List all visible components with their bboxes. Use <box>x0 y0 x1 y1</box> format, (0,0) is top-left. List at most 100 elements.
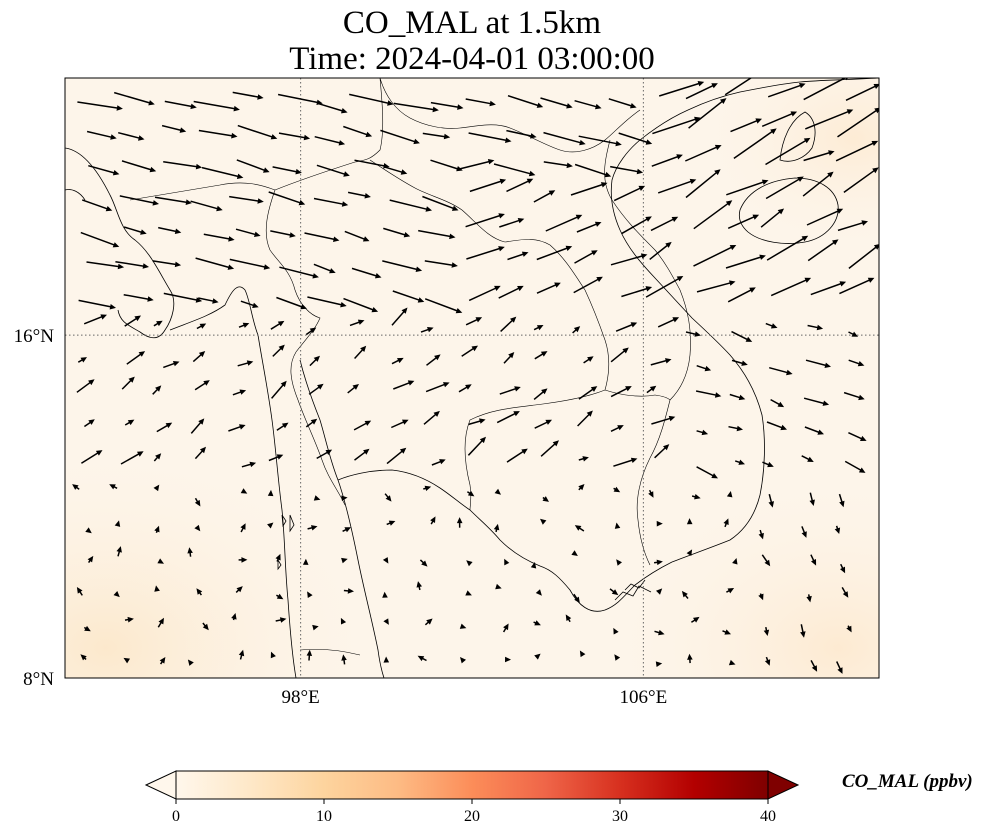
wind-arrow <box>417 655 427 662</box>
wind-arrow <box>304 232 340 242</box>
wind-arrow <box>276 296 307 310</box>
wind-vectors <box>72 78 879 674</box>
wind-arrow <box>466 560 473 567</box>
wind-arrow <box>157 558 164 564</box>
wind-arrow <box>610 386 632 398</box>
wind-arrow <box>460 657 466 664</box>
wind-arrow <box>495 583 502 590</box>
wind-arrow <box>393 102 439 113</box>
wind-arrow <box>616 559 622 566</box>
wind-arrow <box>383 618 389 625</box>
wind-arrow <box>316 449 333 460</box>
wind-arrow <box>574 163 612 178</box>
wind-arrow <box>466 246 505 260</box>
colorbar-tick-label: 20 <box>464 808 480 825</box>
wind-arrow <box>153 320 163 327</box>
wind-arrow <box>502 623 509 633</box>
wind-arrow <box>684 144 722 162</box>
wind-arrow <box>80 231 120 248</box>
wind-arrow <box>765 137 811 166</box>
wind-arrow <box>340 617 347 625</box>
wind-arrow <box>691 494 701 500</box>
wind-arrow <box>686 549 693 556</box>
wind-arrow <box>648 489 654 498</box>
wind-arrow <box>161 124 187 133</box>
wind-arrow <box>542 496 549 502</box>
wind-arrow <box>727 287 756 303</box>
wind-arrow <box>349 319 365 327</box>
wind-arrow <box>124 315 141 327</box>
wind-arrow <box>456 517 463 528</box>
lat-tick-label: 8°N <box>23 669 54 690</box>
colorbar-title: CO_MAL (ppbv) <box>842 771 973 792</box>
wind-arrow <box>309 355 320 367</box>
wind-arrow <box>572 326 581 334</box>
wind-arrow <box>610 425 624 432</box>
wind-arrow <box>382 260 423 272</box>
wind-arrow <box>353 420 372 431</box>
wind-arrow <box>124 616 134 623</box>
wind-arrow <box>686 518 693 525</box>
wind-arrow <box>535 589 542 596</box>
wind-arrow <box>279 266 319 279</box>
wind-arrow <box>157 617 164 628</box>
wind-arrow <box>730 118 762 133</box>
wind-arrow <box>608 98 637 109</box>
colorbar-tick-label: 30 <box>612 808 628 825</box>
wind-arrow <box>651 415 676 425</box>
wind-arrow <box>423 410 440 425</box>
wind-arrow <box>577 410 593 427</box>
wind-arrow <box>196 323 207 330</box>
wind-arrow <box>270 230 296 238</box>
wind-arrow <box>232 91 264 100</box>
wind-arrow <box>506 129 537 139</box>
wind-arrow <box>843 391 865 401</box>
wind-arrow <box>533 620 541 626</box>
axis-tick-labels: 98°E 106°E 16°N 8°N <box>14 326 668 708</box>
wind-arrow <box>801 526 807 538</box>
wind-arrow <box>347 384 359 394</box>
wind-arrow <box>416 581 422 591</box>
wind-arrow <box>843 167 879 194</box>
colorbar: 0 10 20 30 40 CO_MAL (ppbv) <box>144 770 973 825</box>
wind-arrow <box>270 651 276 659</box>
wind-arrow <box>571 550 578 556</box>
wind-arrow <box>232 389 247 396</box>
wind-arrow <box>276 593 284 600</box>
wind-arrow <box>468 132 512 143</box>
wind-arrow <box>506 178 534 193</box>
wind-arrow <box>238 557 248 563</box>
wind-arrow <box>693 200 733 230</box>
wind-arrow <box>731 359 748 366</box>
wind-arrow <box>534 351 548 360</box>
wind-arrow <box>758 529 764 540</box>
colorbar-tick-label: 40 <box>760 808 776 825</box>
wind-arrow <box>307 525 318 531</box>
wind-arrow <box>536 245 573 261</box>
wind-arrow <box>272 166 302 175</box>
wind-arrow <box>153 453 162 462</box>
wind-arrow <box>540 518 547 525</box>
wind-arrow <box>126 351 146 365</box>
wind-arrow <box>190 200 223 212</box>
wind-arrow <box>657 317 680 328</box>
wind-arrow <box>201 166 244 179</box>
wind-arrow <box>238 649 245 660</box>
wind-arrow <box>760 208 785 228</box>
wind-arrow <box>621 286 653 298</box>
wind-arrow <box>386 520 396 526</box>
wind-arrow <box>543 161 573 169</box>
wind-arrow <box>382 557 389 564</box>
wind-arrow <box>123 293 154 302</box>
wind-arrow <box>533 325 544 331</box>
wind-arrow <box>422 195 459 211</box>
wind-arrow <box>770 277 812 297</box>
wind-arrow <box>159 657 166 665</box>
wind-arrow <box>610 347 629 363</box>
wind-arrow <box>649 241 672 260</box>
wind-arrow <box>419 559 428 567</box>
wind-arrow <box>459 623 467 629</box>
wind-arrow <box>658 81 705 97</box>
wind-arrow <box>810 281 847 296</box>
